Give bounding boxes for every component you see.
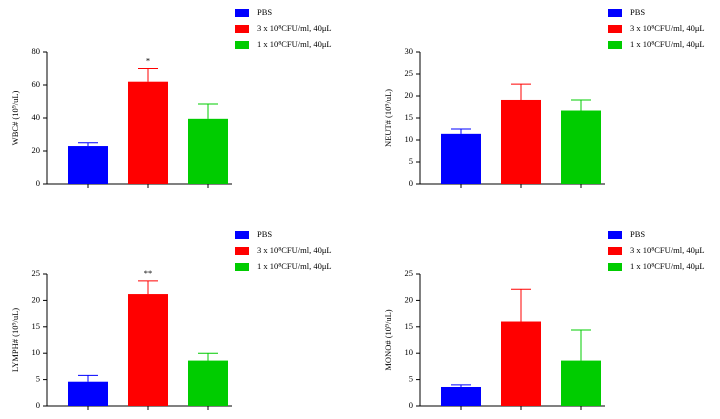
y-axis-label: WBC# (10⁹/uL): [10, 91, 20, 146]
bar: [128, 81, 168, 184]
error-bar: [571, 99, 591, 111]
y-tick-label: 25: [405, 268, 414, 278]
error-bar: [78, 142, 98, 147]
y-tick-label: 20: [405, 90, 414, 100]
y-tick-label: 20: [405, 294, 414, 304]
y-tick-label: 15: [405, 112, 414, 122]
bar: [561, 110, 601, 184]
y-tick-label: 5: [36, 374, 40, 384]
y-tick-label: 20: [32, 294, 41, 304]
legend-swatch: [608, 263, 622, 271]
significance-label: **: [144, 268, 153, 278]
y-tick-label: 20: [32, 145, 41, 155]
y-tick-label: 0: [36, 178, 40, 188]
bar: [561, 360, 601, 406]
bar: [68, 381, 108, 406]
y-tick-label: 40: [32, 112, 41, 122]
error-bar: [511, 83, 531, 100]
y-tick-label: 15: [32, 321, 41, 331]
legend-swatch: [235, 247, 249, 255]
bar: [441, 386, 481, 406]
legend-swatch: [608, 247, 622, 255]
legend-swatch: [608, 25, 622, 33]
bar: [501, 321, 541, 406]
y-tick-label: 10: [405, 134, 414, 144]
y-tick-label: 10: [32, 347, 41, 357]
y-tick-label: 25: [405, 68, 414, 78]
legend-label: 1 x 10⁸CFU/ml, 40μL: [630, 39, 705, 49]
legend-swatch: [608, 231, 622, 239]
y-tick-label: 0: [36, 400, 40, 410]
error-bar: [451, 128, 471, 134]
legend-label: 1 x 10⁸CFU/ml, 40μL: [630, 261, 705, 271]
y-axis-label: MONO# (10⁹/uL): [383, 309, 393, 370]
bar: [68, 146, 108, 184]
legend-label: 3 x 10⁸CFU/ml, 40μL: [257, 245, 332, 255]
y-tick-label: 10: [405, 347, 414, 357]
error-bar: [451, 384, 471, 387]
y-axis-label: NEUT# (10⁹/uL): [383, 89, 393, 147]
y-tick-label: 80: [32, 46, 41, 56]
error-bar: [511, 288, 531, 322]
error-bar: [571, 329, 591, 361]
bar: [501, 99, 541, 184]
legend-label: PBS: [630, 7, 645, 17]
y-tick-label: 60: [32, 79, 41, 89]
legend-label: 3 x 10⁸CFU/ml, 40μL: [630, 23, 705, 33]
legend-label: PBS: [257, 229, 272, 239]
legend-label: PBS: [630, 229, 645, 239]
legend-swatch: [235, 231, 249, 239]
legend-label: 1 x 10⁸CFU/ml, 40μL: [257, 39, 332, 49]
significance-label: *: [146, 55, 150, 65]
y-tick-label: 30: [405, 46, 414, 56]
legend-swatch: [235, 9, 249, 17]
legend-label: 3 x 10⁸CFU/ml, 40μL: [257, 23, 332, 33]
legend-swatch: [235, 263, 249, 271]
legend-label: 1 x 10⁸CFU/ml, 40μL: [257, 261, 332, 271]
bar: [441, 133, 481, 184]
legend-swatch: [235, 25, 249, 33]
legend-label: PBS: [257, 7, 272, 17]
legend-swatch: [608, 41, 622, 49]
legend-swatch: [235, 41, 249, 49]
legend-label: 3 x 10⁸CFU/ml, 40μL: [630, 245, 705, 255]
error-bar: [78, 374, 98, 382]
bar: [188, 360, 228, 406]
error-bar: [198, 103, 218, 119]
error-bar: [138, 68, 158, 82]
error-bar: [138, 280, 158, 295]
y-tick-label: 0: [409, 400, 413, 410]
y-tick-label: 15: [405, 321, 414, 331]
y-tick-label: 25: [32, 268, 41, 278]
bar: [188, 118, 228, 184]
error-bar: [198, 352, 218, 361]
bar: [128, 294, 168, 406]
y-tick-label: 5: [409, 374, 413, 384]
y-tick-label: 0: [409, 178, 413, 188]
y-axis-label: LYMPH# (10⁹/uL): [10, 308, 20, 372]
y-tick-label: 5: [409, 156, 413, 166]
legend-swatch: [608, 9, 622, 17]
